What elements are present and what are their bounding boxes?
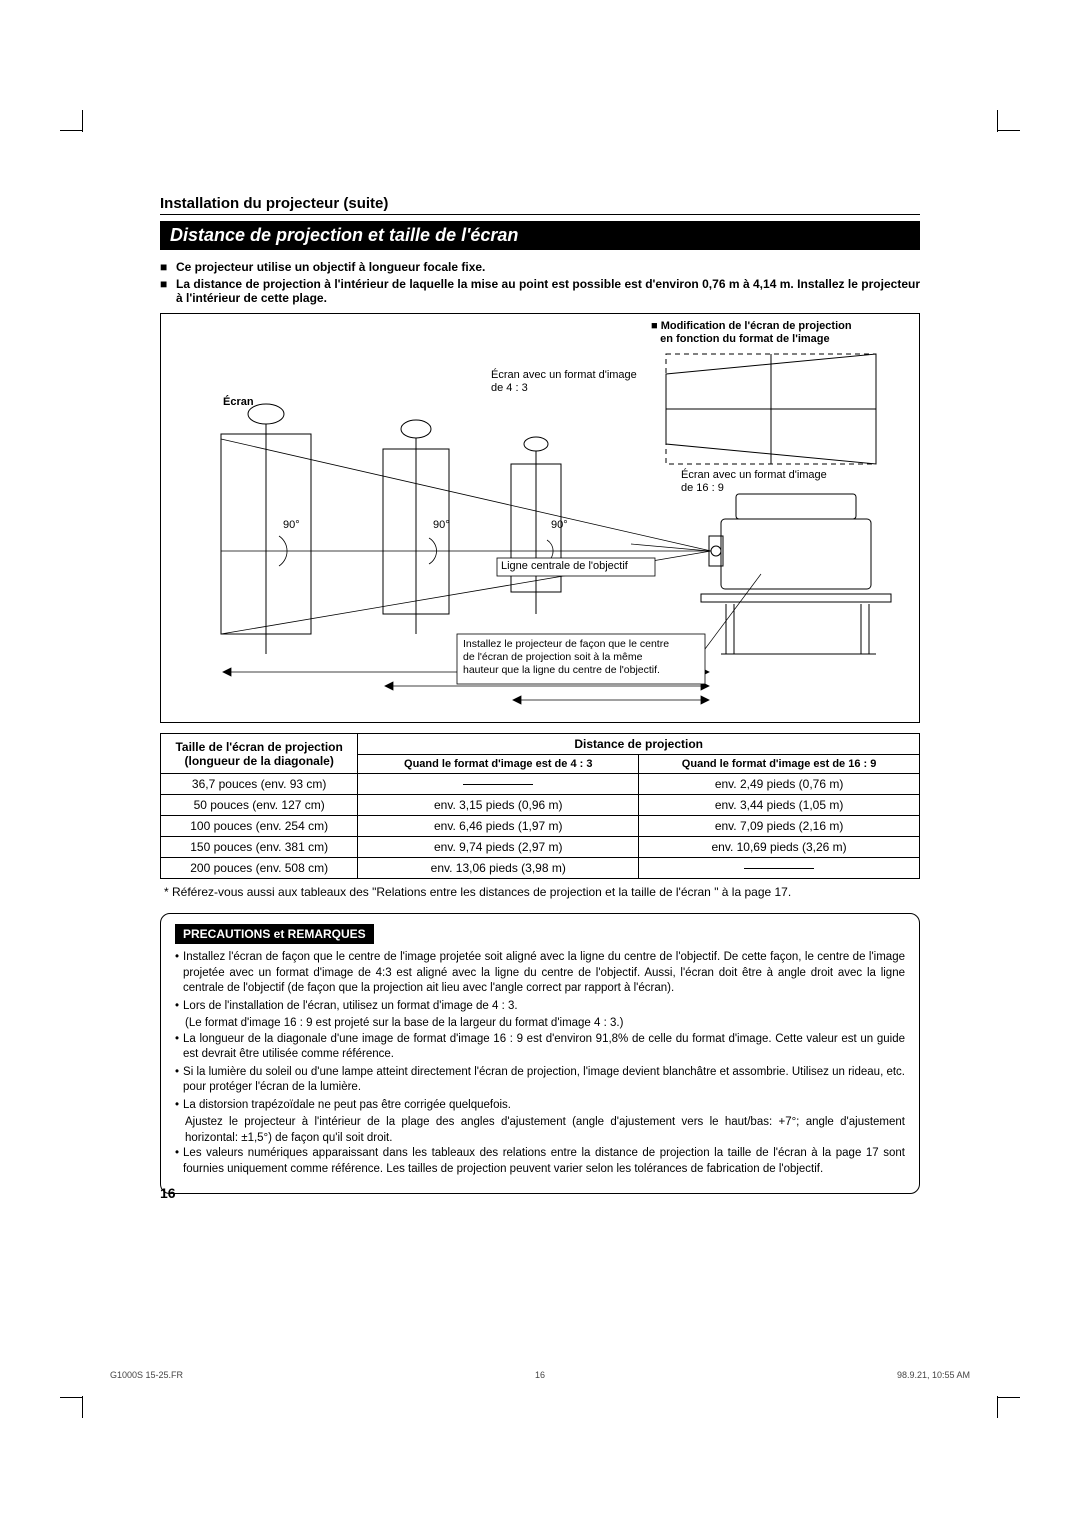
table-row: 36,7 pouces (env. 93 cm)env. 2,49 pieds … (161, 774, 920, 795)
page-number: 16 (160, 1185, 176, 1201)
title-bar: Distance de projection et taille de l'éc… (160, 221, 920, 250)
precaution-sub: Ajustez le projecteur à l'intérieur de l… (185, 1115, 905, 1146)
diagram-angle-1: 90° (283, 519, 300, 532)
bullet-1: Ce projecteur utilise un objectif à long… (176, 260, 920, 274)
diagram-mod-title: ■ Modification de l'écran de projection … (651, 320, 852, 346)
precaution-item: La distorsion trapézoïdale ne peut pas ê… (183, 1098, 511, 1114)
diagram-ecran-label: Écran (223, 396, 254, 409)
projection-diagram: ■ Modification de l'écran de projection … (160, 313, 920, 723)
precaution-item: Si la lumière du soleil ou d'une lampe a… (183, 1065, 905, 1096)
precaution-item: Les valeurs numériques apparaissant dans… (183, 1146, 905, 1177)
table-footnote: * Référez-vous aussi aux tableaux des "R… (164, 885, 920, 899)
diagram-angle-3: 90° (551, 519, 568, 532)
diagram-install-note: Installez le projecteur de façon que le … (463, 638, 669, 677)
precautions-title: PRECAUTIONS et REMARQUES (175, 924, 374, 944)
diagram-43-label: Écran avec un format d'imagede 4 : 3 (491, 369, 637, 395)
bullet-2: La distance de projection à l'intérieur … (176, 277, 920, 305)
diagram-169-label: Écran avec un format d'imagede 16 : 9 (681, 469, 827, 495)
diagram-angle-2: 90° (433, 519, 450, 532)
section-heading: Installation du projecteur (suite) (160, 195, 920, 215)
table-row: 200 pouces (env. 508 cm)env. 13,06 pieds… (161, 858, 920, 879)
precautions-box: PRECAUTIONS et REMARQUES •Installez l'éc… (160, 913, 920, 1194)
print-footer: G1000S 15-25.FR 16 98.9.21, 10:55 AM (110, 1370, 970, 1380)
table-row: 100 pouces (env. 254 cm)env. 6,46 pieds … (161, 816, 920, 837)
precaution-item: Installez l'écran de façon que le centre… (183, 950, 905, 997)
precaution-item: La longueur de la diagonale d'une image … (183, 1032, 905, 1063)
precaution-item: Lors de l'installation de l'écran, utili… (183, 999, 518, 1015)
table-row: 150 pouces (env. 381 cm)env. 9,74 pieds … (161, 837, 920, 858)
table-row: 50 pouces (env. 127 cm)env. 3,15 pieds (… (161, 795, 920, 816)
distance-table: Taille de l'écran de projection(longueur… (160, 733, 920, 879)
diagram-centerline-label: Ligne centrale de l'objectif (501, 560, 628, 573)
precaution-sub: (Le format d'image 16 : 9 est projeté su… (185, 1016, 905, 1032)
intro-bullets: ■Ce projecteur utilise un objectif à lon… (160, 260, 920, 305)
